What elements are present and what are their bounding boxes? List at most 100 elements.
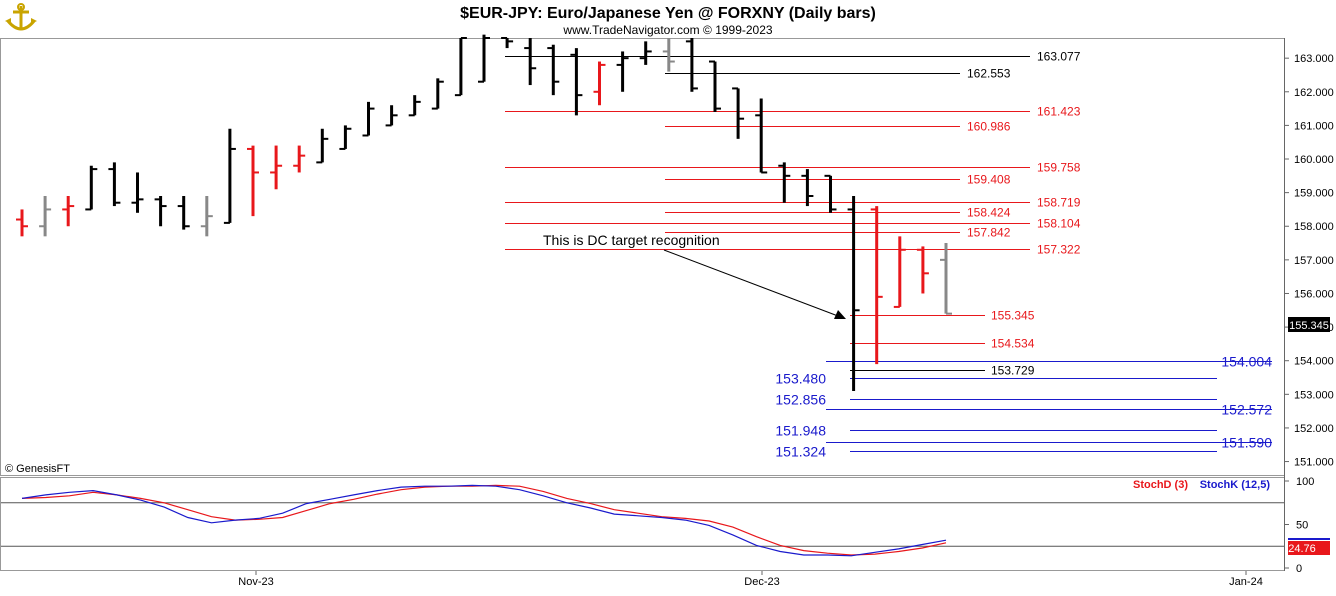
chart-title: $EUR-JPY: Euro/Japanese Yen @ FORXNY (Da…: [460, 5, 876, 22]
ohlc-bar: [39, 195, 52, 237]
ohlc-bar: [940, 243, 952, 315]
price-tick-label: 156.000: [1294, 288, 1334, 300]
annotation-arrow: [663, 249, 839, 317]
ohlc-bar: [916, 246, 929, 294]
ohlc-bar: [709, 60, 721, 112]
ohlc-bar: [316, 128, 329, 164]
level-label: 151.590: [1221, 435, 1272, 451]
levels-layer: 163.077 162.553 161.423 160.986 159.758 159.4…: [505, 50, 1272, 460]
level-label: 159.408: [967, 173, 1011, 187]
ohlc-bar: [223, 128, 236, 224]
level-label: 151.948: [775, 423, 826, 439]
ohlc-bar: [893, 236, 906, 308]
level-label: 162.553: [967, 67, 1011, 81]
ohlc-bar: [62, 195, 75, 227]
level-label: 161.423: [1037, 105, 1081, 119]
ohlc-bar: [501, 37, 514, 49]
price-tick-label: 158.000: [1294, 221, 1334, 233]
price-tick-label: 157.000: [1294, 255, 1334, 267]
stoch-series-line: [21, 484, 947, 557]
ohlc-bar: [824, 174, 837, 213]
stoch-series-line: [21, 484, 947, 556]
level-label: 159.758: [1037, 161, 1081, 175]
ohlc-bar: [177, 195, 190, 230]
ohlc-bar: [801, 169, 814, 207]
ohlc-bar: [639, 41, 652, 65]
indicator-panel-frame: [0, 477, 1285, 571]
level-label: 151.324: [775, 444, 826, 460]
stoch-tick-label: 100: [1296, 476, 1314, 488]
last-price-tag: 155.345: [1288, 317, 1330, 332]
ohlc-bar: [108, 162, 121, 207]
ohlc-bar: [685, 38, 698, 92]
stoch-last-label: 24.76: [1288, 543, 1316, 555]
ohlc-bar: [131, 172, 144, 213]
price-tick-label: 160.000: [1294, 154, 1334, 166]
ohlc-bar: [755, 98, 768, 174]
level-label: 157.322: [1037, 243, 1081, 257]
ohlc-bar: [16, 209, 28, 237]
ohlc-bar: [593, 61, 606, 106]
price-tick-label: 152.000: [1294, 423, 1334, 435]
level-label: 153.480: [775, 371, 826, 387]
time-tick-label: Jan-24: [1229, 576, 1263, 588]
level-label: 158.104: [1037, 217, 1081, 231]
ohlc-bar: [200, 195, 213, 237]
level-label: 152.856: [775, 392, 826, 408]
ohlc-bar: [732, 87, 745, 139]
stochastic-panel: 100 50 0: [1, 476, 1314, 575]
level-label: 163.077: [1037, 50, 1081, 64]
price-tick-label: 163.000: [1294, 53, 1334, 65]
level-label: 158.719: [1037, 196, 1081, 210]
ohlc-bar: [454, 37, 467, 97]
level-label: 153.729: [991, 364, 1035, 378]
time-tick-label: Dec-23: [744, 576, 779, 588]
stoch-tick-label: 0: [1296, 563, 1302, 575]
last-price-label: 155.345: [1289, 320, 1329, 332]
stoch-last-tag: 24.76: [1288, 538, 1330, 555]
ohlc-bar: [85, 165, 98, 211]
ohlc-bar: [570, 48, 583, 116]
price-tick-label: 159.000: [1294, 188, 1334, 200]
annotation-arrowhead: [834, 310, 846, 319]
price-tick-label: 151.000: [1294, 457, 1334, 469]
time-tick-label: Nov-23: [238, 576, 273, 588]
price-tick-label: 162.000: [1294, 87, 1334, 99]
ohlc-bar: [431, 78, 444, 110]
chart-subtitle: www.TradeNavigator.com © 1999-2023: [562, 23, 772, 37]
ohlc-bar: [408, 95, 421, 117]
ohlc-bar: [478, 34, 490, 83]
ohlc-bar: [362, 101, 375, 137]
ohlc-bar: [339, 125, 352, 150]
ohlc-bar: [247, 145, 259, 217]
ohlc-bar: [847, 195, 860, 391]
level-label: 158.424: [967, 206, 1011, 220]
legend-stochK: StochK (12,5): [1200, 479, 1271, 491]
level-label: 152.572: [1221, 402, 1272, 418]
price-tick-label: 161.000: [1294, 120, 1334, 132]
ohlc-bar: [293, 145, 306, 173]
price-axis: 163.000 162.000 161.000 160.000 159.000 158.0…: [1284, 53, 1334, 469]
ohlc-bar: [385, 105, 398, 127]
ohlc-bar: [270, 145, 283, 190]
annotation-text: This is DC target recognition: [543, 232, 720, 248]
anchor-logo: [4, 3, 38, 33]
price-tick-label: 154.000: [1294, 356, 1334, 368]
ohlc-bar: [616, 51, 629, 92]
bars-layer: [16, 34, 952, 391]
ohlc-bar: [870, 206, 883, 365]
level-label: 155.345: [991, 309, 1035, 323]
legend-stochD: StochD (3): [1133, 479, 1188, 491]
ohlc-bar: [154, 195, 167, 227]
ohlc-bar: [778, 162, 791, 203]
level-label: 157.842: [967, 226, 1011, 240]
level-label: 154.534: [991, 337, 1035, 351]
ohlc-bar: [524, 38, 537, 86]
time-axis: Nov-23 Dec-23 Jan-24: [238, 571, 1263, 588]
stoch-tick-label: 50: [1296, 520, 1308, 532]
level-label: 154.004: [1221, 354, 1272, 370]
watermark: © GenesisFT: [5, 463, 70, 475]
ohlc-bar: [547, 44, 560, 96]
level-label: 160.986: [967, 120, 1011, 134]
